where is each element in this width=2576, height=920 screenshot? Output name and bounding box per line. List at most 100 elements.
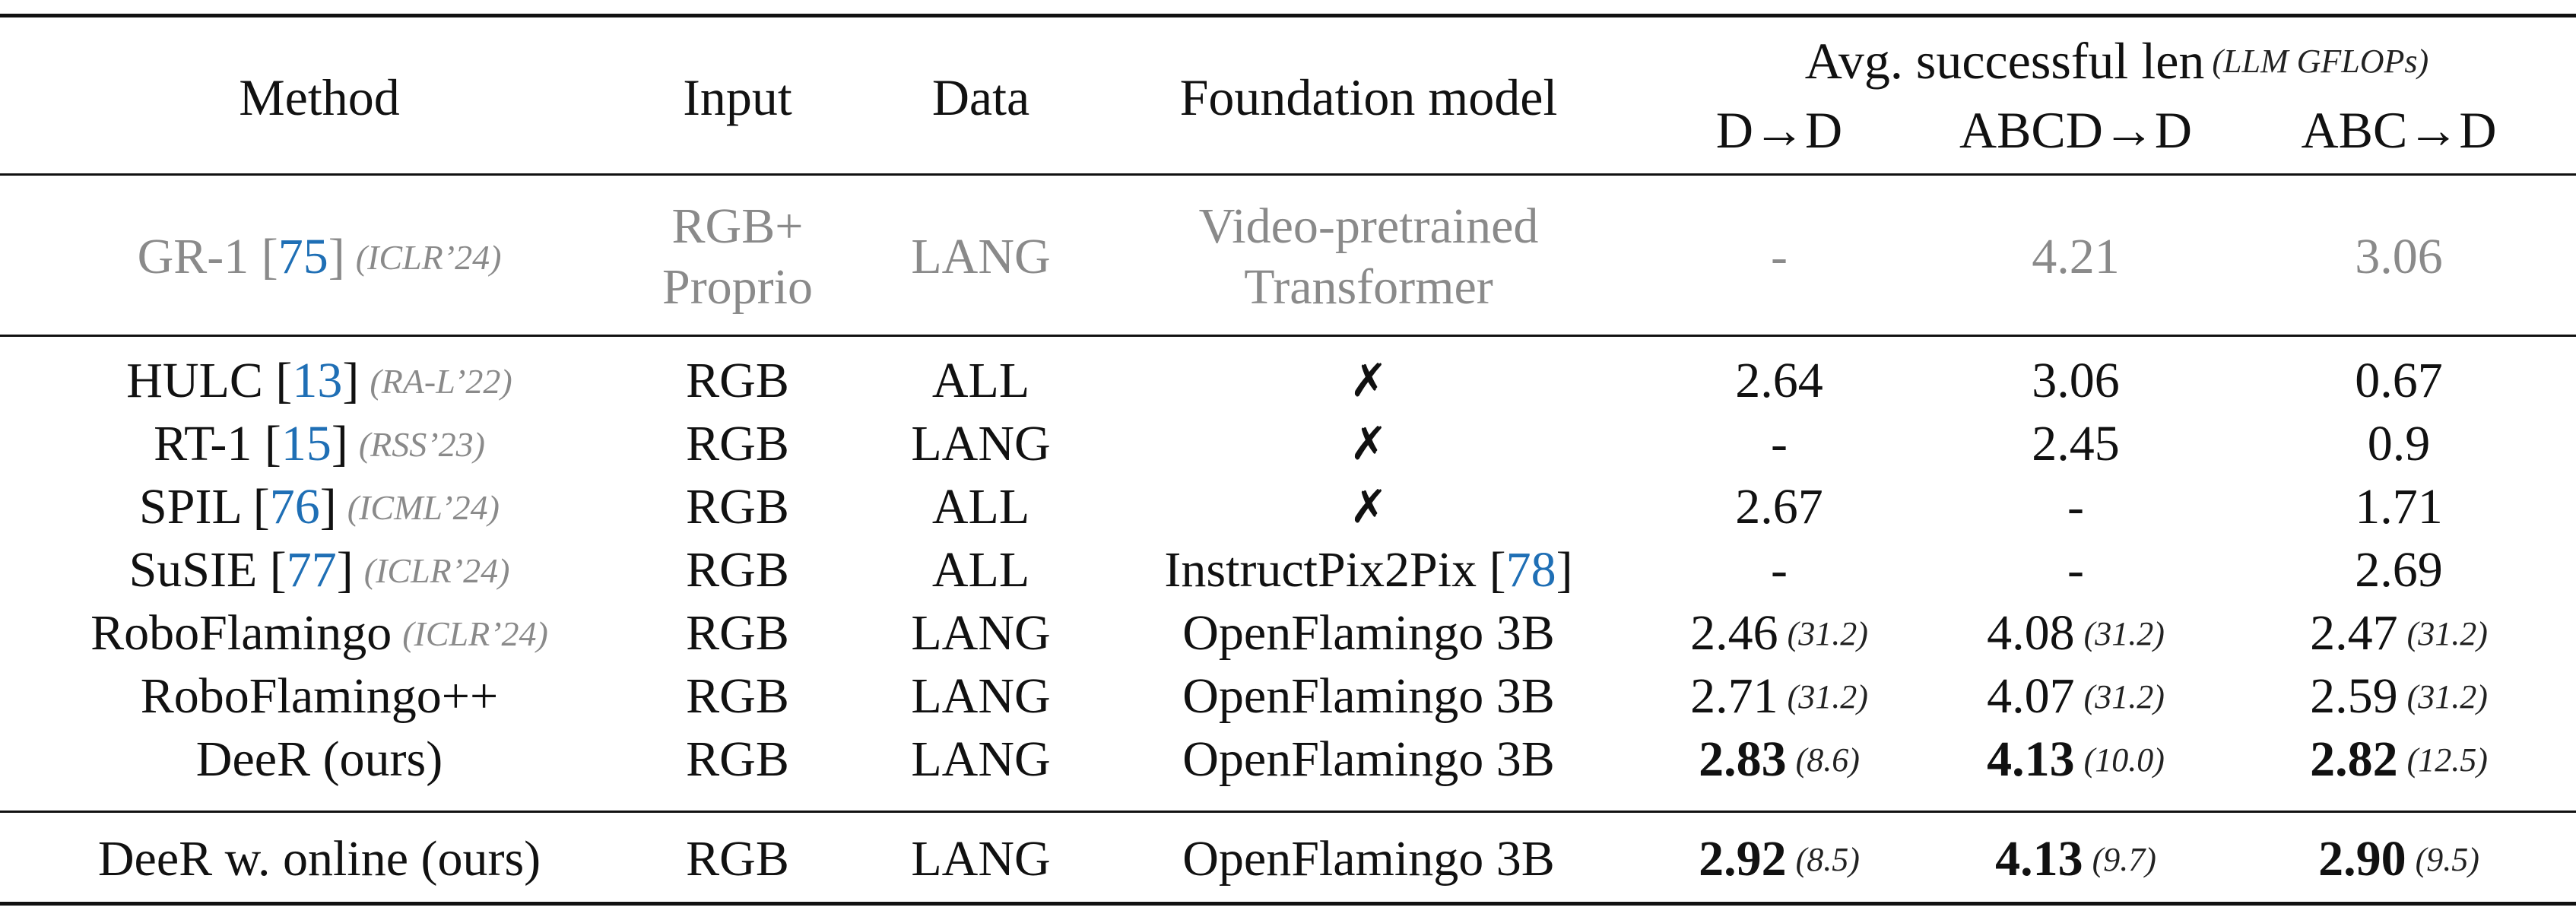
row-method: DeeR (ours): [0, 728, 639, 791]
method-venue: (ICLR’24): [402, 614, 548, 653]
header-abc-d: ABC→D: [2301, 100, 2497, 159]
method-venue: (ICML’24): [347, 487, 500, 527]
table-row: HULC [13] (RA-L’22) RGB ALL ✗ 2.64 3.06 0.67: [0, 350, 2576, 412]
gr1-abcd-d: 4.21: [2032, 229, 2120, 284]
row-foundation: OpenFlamingo 3B: [1118, 665, 1620, 728]
row-dd: 2.67: [1658, 476, 1901, 538]
row-foundation: ✗: [1118, 413, 1620, 475]
foundation-ref-link[interactable]: 78: [1505, 542, 1556, 598]
data-value: ALL: [931, 479, 1030, 535]
table-row: SPIL [76] (ICML’24) RGB ALL ✗ 2.67 - 1.71: [0, 476, 2576, 538]
header-avg: Avg. successful len (LLM GFLOPs): [1658, 23, 2576, 99]
method-ref-close: ]: [319, 479, 337, 535]
row-input: RGB: [639, 728, 836, 791]
input-value: RGB: [686, 416, 789, 471]
gr1-venue: (ICLR’24): [355, 237, 502, 277]
row-dd: -: [1658, 413, 1901, 475]
gr1-input: RGB+ Proprio: [662, 198, 813, 315]
bottom-rule: [0, 902, 2576, 906]
row-abcd-d: 4.08 (31.2): [1946, 602, 2205, 665]
row-dd: 2.46 (31.2): [1658, 602, 1901, 665]
cross-icon: ✗: [1349, 417, 1388, 471]
row-dd: 2.83 (8.6): [1658, 728, 1901, 791]
row-data: ALL: [836, 476, 1125, 538]
online-method: DeeR w. online (ours): [97, 831, 541, 887]
dd-flops: (8.6): [1795, 741, 1860, 779]
row-abcd-d: -: [1946, 476, 2205, 538]
row-abc-d: 1.71: [2266, 476, 2532, 538]
row-input: RGB: [639, 476, 836, 538]
abc-value: 1.71: [2355, 479, 2443, 535]
row-foundation: ✗: [1118, 350, 1620, 412]
data-value: LANG: [911, 668, 1051, 724]
row-abc-d: 0.9: [2266, 413, 2532, 475]
foundation-value: OpenFlamingo 3B: [1182, 668, 1555, 724]
gr1-rule: [0, 335, 2576, 337]
dd-value: 2.67: [1735, 479, 1823, 535]
gr1-ref-link[interactable]: 75: [278, 229, 328, 284]
header-data: Data: [931, 68, 1030, 126]
online-input: RGB: [686, 831, 789, 887]
online-abc-d: 2.90 (9.5): [2318, 831, 2479, 887]
foundation-value: OpenFlamingo 3B: [1182, 731, 1555, 787]
input-value: RGB: [686, 542, 789, 598]
data-value: LANG: [911, 731, 1051, 787]
input-value: RGB: [686, 731, 789, 787]
method-venue: (RA-L’22): [370, 361, 512, 401]
header-foundation: Foundation model: [1179, 68, 1558, 126]
dd-flops: (31.2): [1787, 614, 1868, 652]
row-method: SPIL [76] (ICML’24): [0, 476, 639, 538]
method-ref-close: ]: [331, 416, 348, 471]
dd-value: 2.71: [1690, 668, 1778, 724]
input-value: RGB: [686, 479, 789, 535]
header-method: Method: [239, 68, 400, 126]
row-abcd-d: -: [1946, 539, 2205, 601]
row-foundation: OpenFlamingo 3B: [1118, 602, 1620, 665]
abc-value: 2.69: [2355, 542, 2443, 598]
row-data: LANG: [836, 728, 1125, 791]
method-name: HULC [: [126, 353, 293, 408]
table-row-gr1: GR-1 [75] (ICLR’24) RGB+ Proprio LANG Vi…: [0, 182, 2576, 332]
row-input: RGB: [639, 413, 836, 475]
method-ref-close: ]: [336, 542, 354, 598]
abc-flops: (31.2): [2406, 677, 2488, 715]
method-name: RoboFlamingo++: [140, 668, 499, 724]
row-abc-d: 0.67: [2266, 350, 2532, 412]
row-foundation: InstructPix2Pix [78]: [1118, 539, 1620, 601]
row-dd: -: [1658, 539, 1901, 601]
row-dd: 2.71 (31.2): [1658, 665, 1901, 728]
abcd-value: -: [2067, 542, 2084, 598]
table-header: Method Input Data Foundation model Avg. …: [0, 23, 2576, 172]
method-ref-link[interactable]: 15: [281, 416, 332, 471]
foundation-ref-close: ]: [1556, 542, 1573, 598]
cross-icon: ✗: [1349, 481, 1388, 534]
method-ref-link[interactable]: 77: [286, 542, 337, 598]
abcd-value: 2.45: [2032, 416, 2120, 471]
input-value: RGB: [686, 668, 789, 724]
input-value: RGB: [686, 353, 789, 408]
method-name: RoboFlamingo: [90, 605, 392, 661]
table-row: RoboFlamingo++ RGB LANG OpenFlamingo 3B 2.71…: [0, 665, 2576, 728]
row-input: RGB: [639, 602, 836, 665]
abc-flops: (12.5): [2406, 741, 2488, 779]
row-dd: 2.64: [1658, 350, 1901, 412]
method-name: SuSIE [: [128, 542, 287, 598]
gr1-abc-d: 3.06: [2355, 229, 2443, 284]
header-avg-note: (LLM GFLOPs): [2212, 42, 2429, 80]
method-ref-link[interactable]: 13: [292, 353, 343, 408]
abcd-value: 3.06: [2032, 353, 2120, 408]
method-venue: (RSS’23): [358, 424, 485, 464]
abc-value: 0.67: [2355, 353, 2443, 408]
table-row: SuSIE [77] (ICLR’24) RGB ALL InstructPix2Pix…: [0, 539, 2576, 601]
dd-flops: (31.2): [1787, 677, 1868, 715]
abc-value: 2.47: [2310, 605, 2398, 661]
dd-value: 2.46: [1690, 605, 1778, 661]
method-ref-link[interactable]: 76: [269, 479, 320, 535]
row-abc-d: 2.59 (31.2): [2266, 665, 2532, 728]
abc-value: 2.59: [2310, 668, 2398, 724]
method-ref-close: ]: [342, 353, 360, 408]
method-name: RT-1 [: [154, 416, 281, 471]
row-abc-d: 2.69: [2266, 539, 2532, 601]
abcd-value: 4.13: [1987, 731, 2075, 787]
row-method: RoboFlamingo++: [0, 665, 639, 728]
